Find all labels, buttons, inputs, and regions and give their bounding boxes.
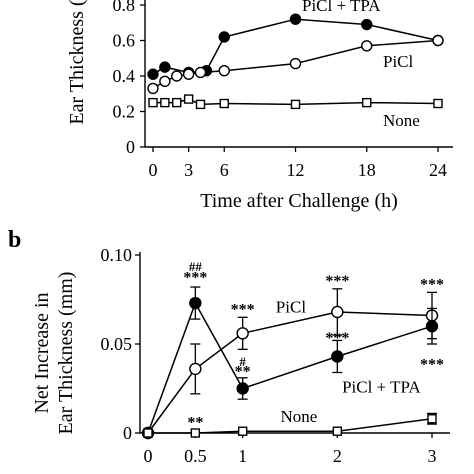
- panel-b-x-tick-label: 0.5: [184, 446, 207, 466]
- panel-b-data-point: [189, 362, 202, 376]
- panel-a-data-point: [160, 97, 170, 108]
- panel-a-data-point: [159, 75, 171, 88]
- panel-a-data-point: [433, 98, 443, 109]
- panel-a-data-point: [159, 61, 171, 73]
- panel-b-y-axis-title: Net Increase in Ear Thickness (mm): [31, 272, 77, 435]
- panel-b-significance-marker: **: [187, 414, 203, 431]
- panel-a-y-tick-label: 0: [126, 137, 135, 157]
- panel-b-x-tick-label: 2: [333, 446, 342, 466]
- panel-b-significance-marker: ***: [420, 357, 444, 374]
- panel-a-series-label-none: None: [383, 111, 420, 130]
- panel-a-data-point: [172, 97, 182, 108]
- panel-b-y-tick-label: 0: [123, 423, 132, 443]
- panel-b-data-point: [331, 305, 344, 319]
- panel-a-y-tick-label: 0.8: [113, 0, 136, 15]
- panel-b-data-point: [425, 320, 439, 333]
- panel-b-data-point: [236, 327, 249, 340]
- panel-a-x-tick-label: 0: [149, 160, 158, 180]
- panel-a-y-tick-label: 0.4: [113, 66, 136, 86]
- panel-a-series-label-picl-tpa: PiCl + TPA: [302, 0, 381, 15]
- panel-b-series-label: PiCl: [276, 298, 307, 317]
- panel-a-data-point: [362, 97, 372, 108]
- panel-a-x-tick-label: 6: [220, 160, 229, 180]
- panel-a-data-point: [219, 98, 229, 109]
- panel-b-significance-marker: ***: [183, 269, 207, 286]
- panel-b-data-point: [427, 414, 437, 424]
- panel-a-data-point: [432, 34, 444, 47]
- panel-a-data-point: [361, 18, 373, 31]
- panel-b-data-point: [331, 350, 344, 363]
- panel-a-data-point: [218, 64, 230, 77]
- panel-a-x-tick-label: 12: [287, 160, 305, 180]
- panel-a-data-point: [218, 31, 230, 43]
- panel-a-data-point: [290, 99, 301, 110]
- panel-a-x-tick-label: 24: [429, 160, 447, 180]
- panel-a-data-point: [147, 82, 159, 95]
- panel-b-significance-marker: ***: [325, 330, 349, 347]
- panel-b-data-point: [143, 428, 153, 438]
- panel-b-data-point: [332, 426, 343, 436]
- panel-a-x-axis-title: Time after Challenge (h): [200, 190, 398, 212]
- panel-b-data-point: [189, 296, 202, 310]
- panel-b-x-tick-label: 0: [144, 446, 153, 466]
- panel-a-x-tick-label: 3: [184, 160, 193, 180]
- panel-b-series-label: PiCl + TPA: [342, 378, 421, 397]
- panel-b-data-point: [237, 426, 248, 436]
- panel-a-y-axis-title: Ear Thickness (: [66, 0, 88, 125]
- panel-b-y-axis-title-line: Net Increase in: [31, 292, 53, 413]
- panel-a-data-point: [171, 70, 183, 82]
- panel-b-y-tick-label: 0.10: [101, 245, 133, 265]
- panel-b-significance-marker: ***: [420, 276, 444, 293]
- panel-a-chart: 0 0.2 0.4 0.6 0.8 0 3 6 12 18 24 Time after Challen…: [66, 0, 453, 212]
- panel-b-y-tick-label: 0.05: [101, 334, 133, 354]
- panel-a-data-point: [147, 68, 159, 80]
- panel-b-x-tick-label: 1: [238, 446, 247, 466]
- panel-a-data-point: [289, 13, 302, 25]
- panel-a-data-point: [194, 66, 207, 79]
- panel-a-y-tick-label: 0.2: [113, 102, 136, 122]
- panel-b-x-tick-label: 3: [428, 446, 437, 466]
- panel-b-data-point: [190, 428, 201, 438]
- panel-b-significance-marker: ***: [231, 301, 255, 318]
- panel-b-significance-marker: ***: [325, 273, 349, 290]
- panel-b-series-label: None: [281, 407, 318, 426]
- panel-a-y-tick-label: 0.6: [113, 31, 136, 51]
- panel-a-data-point: [183, 94, 194, 104]
- panel-b-significance-marker: **: [235, 364, 251, 381]
- panel-a-series-label-picl: PiCl: [383, 52, 414, 71]
- panel-b-data-point: [236, 382, 249, 395]
- panel-a-data-point: [361, 40, 373, 52]
- panel-b-significance-marker: #: [239, 354, 246, 369]
- panel-a-data-point: [182, 68, 195, 80]
- panel-b-chart: b 0 0.05 0.10 0 0.5 1 2 3 Net Increase in Ear Thi…: [8, 227, 450, 466]
- panel-a-data-point: [148, 97, 158, 108]
- panel-a-data-point: [289, 57, 302, 70]
- panel-a-data-point: [195, 99, 206, 110]
- panel-b-letter: b: [8, 227, 21, 253]
- panel-b-y-axis-title-line: Ear Thickness (mm): [55, 272, 77, 435]
- panel-b-significance-marker: ##: [189, 259, 203, 274]
- panel-a-x-tick-label: 18: [358, 160, 376, 180]
